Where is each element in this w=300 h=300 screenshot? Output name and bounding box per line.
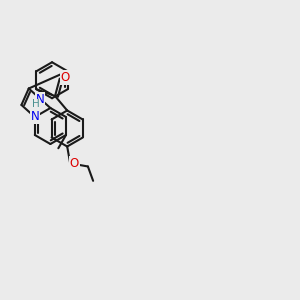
Text: N: N: [36, 93, 44, 106]
Text: H: H: [32, 99, 40, 109]
Text: O: O: [70, 157, 79, 169]
Text: N: N: [30, 110, 39, 124]
Text: O: O: [61, 71, 70, 84]
